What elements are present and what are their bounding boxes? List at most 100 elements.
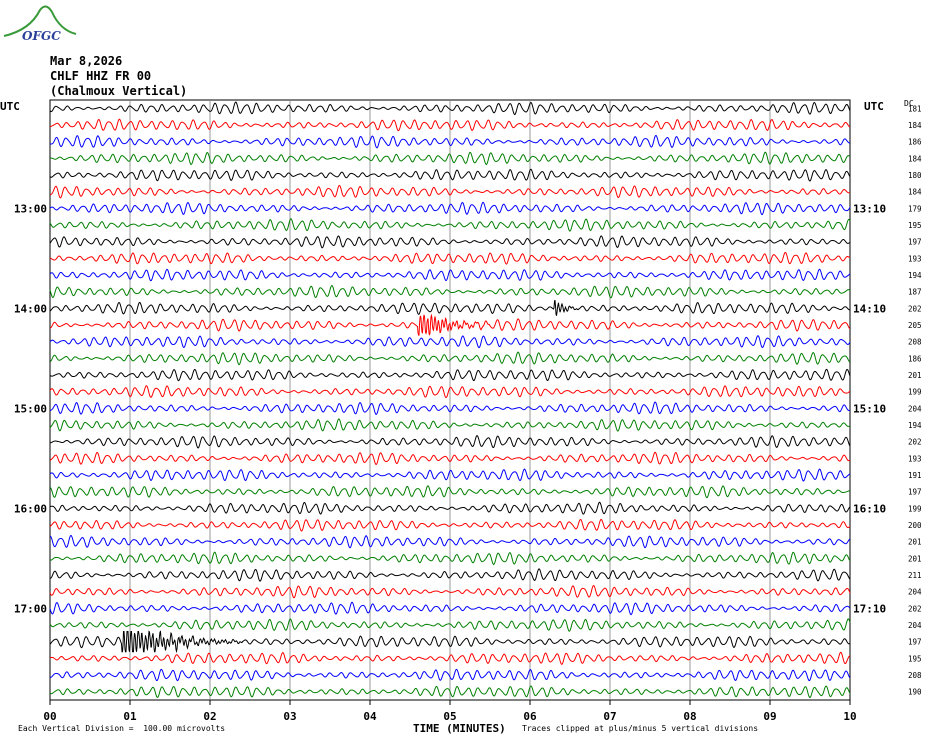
trace-row [49, 101, 851, 115]
dc-offset-value: 186 [908, 354, 922, 363]
x-tick-label: 08 [683, 710, 696, 723]
dc-offset-value: 208 [908, 338, 922, 347]
trace-row [49, 268, 851, 282]
trace-row [49, 618, 851, 632]
trace-row [49, 501, 851, 515]
dc-offset-value: 184 [908, 188, 922, 197]
trace-row [49, 251, 851, 265]
dc-offset-value: 201 [908, 371, 922, 380]
trace-row [49, 335, 851, 349]
dc-offset-value: 204 [908, 404, 922, 413]
dc-offset-value: 195 [908, 221, 922, 230]
dc-offset-value: 204 [908, 621, 922, 630]
station-site: (Chalmoux Vertical) [50, 84, 188, 98]
dc-offset-value: 197 [908, 238, 922, 247]
trace-row [49, 518, 851, 532]
right-time-label: 15:10 [853, 402, 886, 415]
clip-note: Traces clipped at plus/minus 5 vertical … [522, 724, 759, 733]
x-tick-label: 07 [603, 710, 616, 723]
left-time-label: 13:00 [14, 202, 47, 215]
x-tick-label: 00 [43, 710, 56, 723]
trace-row [49, 218, 851, 232]
trace-row [49, 184, 851, 199]
trace-row [49, 685, 851, 699]
dc-offset-value: 193 [908, 254, 922, 263]
dc-offset-value: 202 [908, 604, 922, 613]
trace-row [49, 299, 851, 316]
dc-offset-value: 202 [908, 438, 922, 447]
trace-row [49, 401, 851, 415]
dc-offset-value: 190 [908, 688, 922, 697]
trace-row [49, 468, 851, 482]
dc-offset-value: 205 [908, 321, 922, 330]
right-time-label: 14:10 [853, 302, 886, 315]
dc-offset-value: 197 [908, 638, 922, 647]
division-note: Each Vertical Division = 100.00 microvol… [18, 724, 226, 733]
trace-row [49, 551, 851, 565]
dc-offset-value: 191 [908, 471, 922, 480]
x-tick-label: 01 [123, 710, 137, 723]
trace-row [49, 485, 851, 499]
trace-row [49, 668, 851, 682]
trace-row [49, 235, 851, 249]
trace-row [49, 630, 851, 654]
dc-offset-value: 193 [908, 454, 922, 463]
dc-offset-value: 208 [908, 671, 922, 680]
station-code: CHLF HHZ FR 00 [50, 69, 152, 83]
x-tick-label: 09 [763, 710, 776, 723]
dc-offset-value: 186 [908, 138, 922, 147]
dc-offset-value: 194 [908, 271, 922, 280]
dc-offset-value: 204 [908, 588, 922, 597]
right-time-label: 17:10 [853, 602, 886, 615]
trace-row [49, 134, 851, 149]
dc-offset-value: 211 [908, 571, 922, 580]
dc-offset-value: 194 [908, 421, 922, 430]
left-time-label: 15:00 [14, 402, 47, 415]
dc-offset-value: 197 [908, 488, 922, 497]
dc-offset-value: 201 [908, 554, 922, 563]
trace-row [49, 418, 851, 432]
dc-offset-value: 195 [908, 654, 922, 663]
dc-offset-value: 180 [908, 171, 922, 180]
x-tick-label: 05 [443, 710, 456, 723]
dc-offset-value: 179 [908, 204, 922, 213]
trace-row [49, 168, 851, 182]
x-axis-title: TIME (MINUTES) [413, 722, 506, 735]
trace-row [49, 201, 851, 216]
trace-row [49, 284, 851, 299]
dc-offset-value: 199 [908, 388, 922, 397]
trace-row [49, 435, 851, 449]
trace-row [49, 568, 851, 582]
trace-row [49, 351, 851, 366]
ofgc-logo: OFGC [3, 5, 77, 43]
dc-offset-value: 181 [908, 104, 922, 113]
x-tick-label: 02 [203, 710, 216, 723]
trace-row [49, 368, 851, 382]
logo-text: OFGC [22, 29, 61, 43]
right-time-label: 16:10 [853, 502, 886, 515]
utc-right-label: UTC [864, 100, 884, 113]
chart-date: Mar 8,2026 [50, 54, 123, 68]
trace-row [49, 451, 851, 466]
dc-offset-value: 184 [908, 154, 922, 163]
dc-offset-value: 201 [908, 538, 922, 547]
trace-row [49, 313, 851, 336]
x-tick-label: 06 [523, 710, 537, 723]
dc-offset-value: 187 [908, 288, 922, 297]
trace-row [49, 601, 851, 616]
trace-row [49, 534, 851, 549]
trace-row [49, 118, 851, 132]
trace-row [49, 651, 851, 665]
right-time-label: 13:10 [853, 202, 886, 215]
trace-row [49, 385, 851, 399]
dc-offset-value: 184 [908, 121, 922, 130]
left-time-label: 16:00 [14, 502, 47, 515]
x-tick-label: 03 [283, 710, 296, 723]
dc-offset-value: 199 [908, 504, 922, 513]
x-tick-label: 04 [363, 710, 377, 723]
left-time-label: 14:00 [14, 302, 47, 315]
dc-offset-value: 202 [908, 304, 922, 313]
dc-label: DC [904, 99, 914, 108]
x-tick-label: 10 [843, 710, 856, 723]
dc-offset-value: 200 [908, 521, 922, 530]
